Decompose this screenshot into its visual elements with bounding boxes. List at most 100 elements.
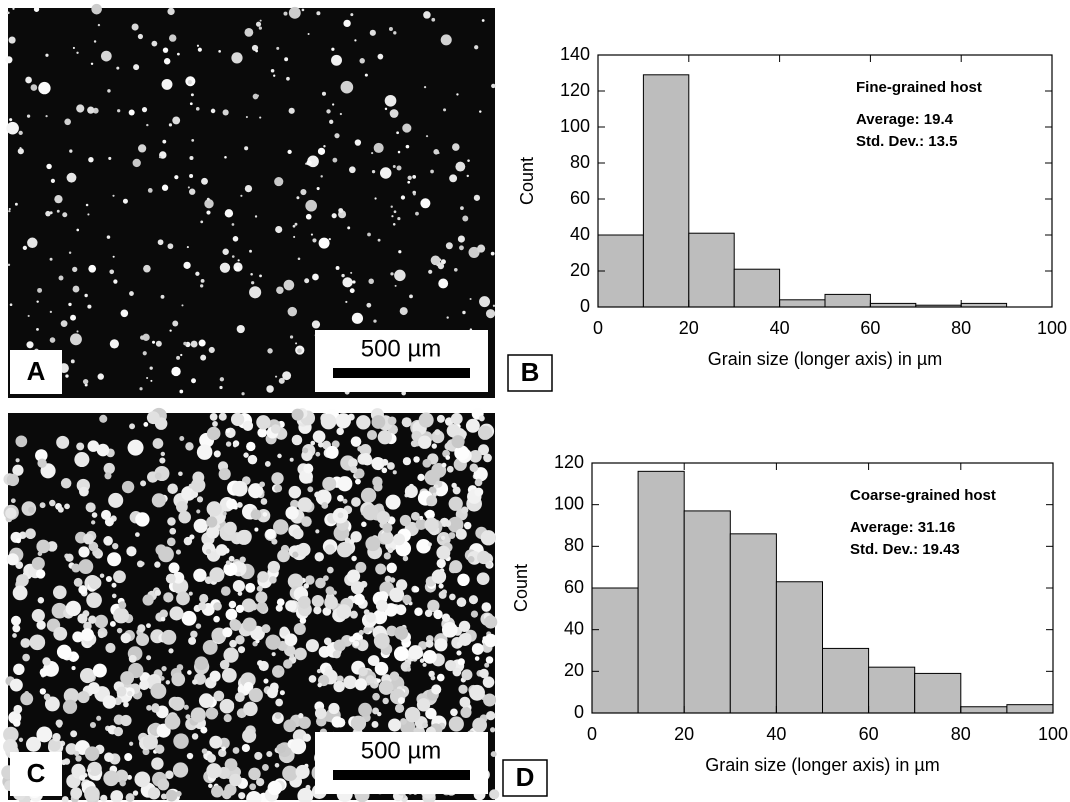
grain	[452, 486, 461, 495]
grain	[84, 293, 88, 298]
grain	[324, 713, 334, 722]
grain	[450, 708, 458, 717]
grain	[103, 462, 115, 475]
grain	[392, 165, 396, 168]
grain	[20, 692, 34, 706]
grain	[394, 284, 397, 287]
grain	[230, 619, 242, 631]
grain	[147, 188, 153, 193]
grain	[483, 693, 497, 707]
grain	[129, 291, 134, 296]
y-tick-label: 20	[564, 660, 584, 680]
grain	[167, 517, 176, 526]
grain	[27, 314, 30, 318]
grain	[36, 620, 46, 630]
y-tick-label: 100	[560, 116, 590, 136]
grain	[321, 91, 327, 96]
grain	[146, 411, 160, 425]
grain	[492, 304, 496, 307]
grain	[322, 476, 337, 491]
y-tick-label: 100	[554, 493, 584, 513]
grain	[266, 385, 274, 393]
grain	[366, 302, 372, 308]
grain	[112, 542, 119, 550]
grain	[170, 696, 185, 711]
grain	[261, 763, 269, 771]
grain	[392, 223, 396, 226]
grain	[440, 535, 446, 541]
grain	[224, 156, 227, 159]
grain	[18, 130, 23, 136]
grain	[169, 527, 177, 535]
grain	[331, 54, 342, 66]
grain	[323, 575, 329, 581]
grain	[430, 255, 441, 266]
grain	[244, 184, 253, 193]
grain	[371, 170, 376, 174]
x-tick-label: 60	[859, 724, 879, 744]
grain	[22, 245, 28, 251]
grain	[404, 706, 421, 723]
grain	[73, 577, 83, 587]
grain	[352, 280, 356, 284]
grain	[165, 680, 171, 685]
grain	[87, 213, 90, 216]
y-tick-label: 60	[570, 188, 590, 208]
grain	[288, 485, 302, 499]
grain	[193, 568, 207, 582]
grain	[251, 44, 259, 52]
grain	[445, 242, 453, 250]
grain	[461, 669, 473, 681]
grain	[490, 727, 496, 733]
grain	[366, 429, 378, 440]
grain	[305, 639, 319, 653]
grain	[233, 505, 238, 510]
grain	[397, 216, 401, 221]
grain	[88, 615, 97, 624]
grain	[132, 790, 139, 796]
grain	[274, 762, 280, 768]
grain	[431, 443, 437, 449]
grain	[406, 667, 411, 672]
grain	[165, 789, 178, 802]
grain	[142, 748, 150, 756]
grain	[57, 506, 64, 513]
grain	[418, 412, 434, 428]
grain	[424, 469, 440, 486]
grain	[388, 27, 393, 32]
grain	[195, 623, 202, 629]
grain	[127, 439, 144, 456]
grain	[410, 440, 418, 448]
grain	[222, 627, 233, 638]
grain	[120, 671, 135, 685]
grain	[142, 594, 154, 606]
grain	[120, 714, 132, 727]
grain	[282, 371, 292, 381]
grain	[108, 156, 112, 160]
grain	[77, 613, 88, 624]
grain	[428, 486, 437, 495]
grain	[181, 610, 197, 626]
grain	[100, 50, 112, 62]
grain	[257, 660, 264, 667]
grain	[436, 673, 445, 682]
grain	[347, 226, 351, 230]
grain	[430, 675, 436, 681]
grain	[39, 502, 46, 509]
grain	[137, 624, 146, 633]
grain	[137, 33, 144, 40]
histogram-bar	[775, 581, 824, 714]
grain	[341, 273, 345, 278]
histogram-bar	[637, 470, 685, 714]
grain	[469, 463, 479, 473]
grain	[77, 690, 90, 704]
grain	[489, 789, 500, 800]
grain	[446, 423, 461, 438]
grain	[179, 389, 184, 394]
grain	[87, 304, 92, 309]
grain	[401, 417, 412, 428]
grain	[206, 501, 222, 517]
grain	[208, 346, 215, 354]
grain	[48, 738, 61, 752]
grain	[317, 682, 322, 688]
